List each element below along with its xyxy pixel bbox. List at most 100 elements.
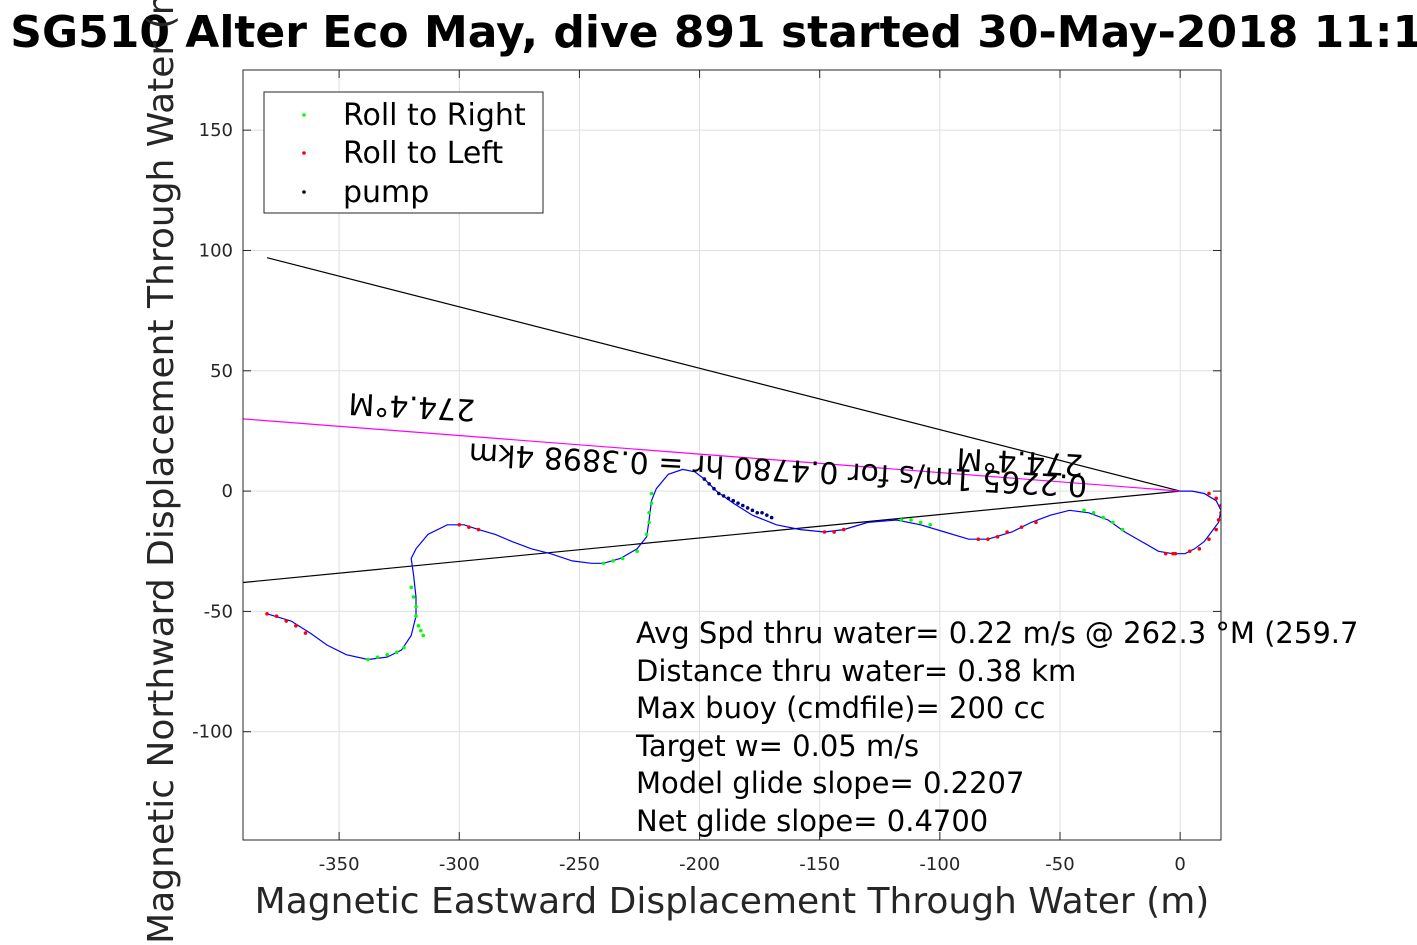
pump-marker: [741, 503, 745, 508]
roll-right-marker: [394, 650, 399, 655]
roll-right-marker: [928, 522, 933, 527]
x-axis-label: Magnetic Eastward Displacement Through W…: [255, 881, 1210, 922]
x-tick-label: -150: [799, 854, 840, 875]
roll-right-marker: [649, 491, 654, 496]
x-tick-label: -300: [439, 854, 480, 875]
roll-right-marker: [385, 652, 389, 657]
y-tick-label: 50: [210, 361, 233, 382]
roll-left-marker: [986, 537, 990, 542]
stat-distance: Distance thru water= 0.38 km: [636, 654, 1076, 688]
pump-marker: [726, 496, 731, 501]
roll-right-marker: [635, 549, 639, 554]
roll-left-marker: [1171, 551, 1175, 556]
roll-right-marker: [1120, 527, 1125, 532]
track-markers: [265, 477, 1221, 662]
x-tick-label: 0: [1174, 854, 1185, 875]
pump-marker: [760, 510, 764, 515]
roll-right-marker: [647, 510, 651, 515]
roll-right-marker: [414, 604, 418, 609]
legend-swatch-roll-right: [302, 113, 306, 117]
roll-left-marker: [995, 535, 1000, 539]
roll-right-marker: [909, 518, 913, 522]
roll-right-marker: [419, 628, 423, 633]
y-tick-label: -50: [204, 601, 233, 622]
stats-block: Avg Spd thru water= 0.22 m/s @ 262.3 °M …: [635, 616, 1358, 838]
y-axis-label: Magnetic Northward Displacement Through …: [141, 0, 182, 944]
heading-annotation-left: 274.4°M: [348, 385, 476, 427]
roll-left-marker: [457, 522, 462, 527]
roll-left-marker: [976, 537, 981, 542]
roll-left-marker: [1214, 496, 1218, 501]
roll-right-marker: [402, 645, 406, 650]
roll-right-marker: [918, 520, 923, 525]
roll-left-marker: [265, 612, 269, 616]
roll-left-marker: [1019, 525, 1024, 529]
pump-marker: [716, 491, 721, 496]
roll-left-marker: [1214, 527, 1218, 532]
roll-right-marker: [1082, 508, 1086, 513]
roll-left-marker: [1207, 491, 1211, 496]
roll-right-marker: [1101, 515, 1106, 520]
x-tick-label: -200: [679, 854, 720, 875]
pump-marker: [702, 477, 707, 481]
pump-marker: [736, 501, 740, 505]
reference-line: [266, 257, 1181, 492]
pump-marker: [731, 498, 736, 503]
roll-right-marker: [414, 614, 418, 619]
pump-marker: [769, 515, 774, 520]
roll-left-marker: [1005, 530, 1009, 534]
roll-left-marker: [303, 631, 308, 635]
pump-marker: [712, 486, 716, 491]
roll-left-marker: [1187, 549, 1192, 554]
x-tick-label: -250: [559, 854, 600, 875]
roll-right-marker: [1111, 520, 1115, 525]
roll-left-marker: [1216, 518, 1221, 522]
plot-frame: [242, 69, 1222, 841]
roll-right-marker: [421, 633, 426, 638]
stat-max-buoy: Max buoy (cmdfile)= 200 cc: [636, 691, 1045, 725]
axis-ticks: -350 -300 -250 -200 -150 -100 -50 0 -100 -50 0 50 10…: [192, 70, 1221, 875]
roll-right-marker: [899, 518, 904, 522]
x-tick-label: -100: [919, 854, 960, 875]
stat-target-w: Target w= 0.05 m/s: [635, 729, 919, 763]
roll-right-marker: [649, 501, 654, 505]
legend-box: [263, 91, 544, 214]
roll-right-marker: [601, 561, 606, 566]
roll-right-marker: [620, 556, 625, 561]
roll-left-marker: [832, 530, 836, 534]
roll-right-marker: [409, 585, 414, 590]
roll-left-marker: [822, 530, 827, 534]
pump-marker: [707, 482, 711, 486]
reference-line: [243, 490, 1181, 584]
x-tick-label: -350: [319, 854, 360, 875]
roll-left-marker: [1197, 547, 1202, 551]
legend: Roll to Right Roll to Left pump: [263, 91, 544, 214]
roll-right-marker: [411, 595, 416, 599]
chart-title: SG510 Alter Eco May, dive 891 started 30…: [10, 7, 1417, 58]
roll-right-marker: [644, 532, 649, 537]
legend-label-pump: pump: [343, 175, 429, 210]
pump-marker: [721, 494, 726, 498]
legend-label-roll-right: Roll to Right: [343, 98, 526, 133]
roll-right-marker: [611, 559, 615, 563]
stat-net-glide: Net glide slope= 0.4700: [636, 804, 988, 838]
roll-left-marker: [294, 624, 298, 628]
pump-marker: [745, 506, 750, 510]
roll-right-marker: [1091, 510, 1096, 515]
roll-left-marker: [476, 527, 481, 532]
y-tick-label: 0: [222, 481, 233, 502]
roll-left-marker: [841, 527, 846, 532]
roll-left-marker: [1034, 520, 1038, 525]
pump-marker: [765, 513, 769, 517]
roll-left-marker: [467, 525, 471, 529]
reference-lines: [243, 257, 1181, 584]
pump-marker: [755, 510, 760, 515]
roll-right-marker: [647, 520, 651, 525]
legend-swatch-roll-left: [302, 151, 306, 155]
legend-swatch-pump: [302, 190, 306, 194]
roll-right-marker: [366, 657, 370, 662]
roll-left-marker: [284, 619, 289, 623]
roll-left-marker: [1163, 551, 1168, 556]
stat-model-glide: Model glide slope= 0.2207: [636, 766, 1024, 800]
